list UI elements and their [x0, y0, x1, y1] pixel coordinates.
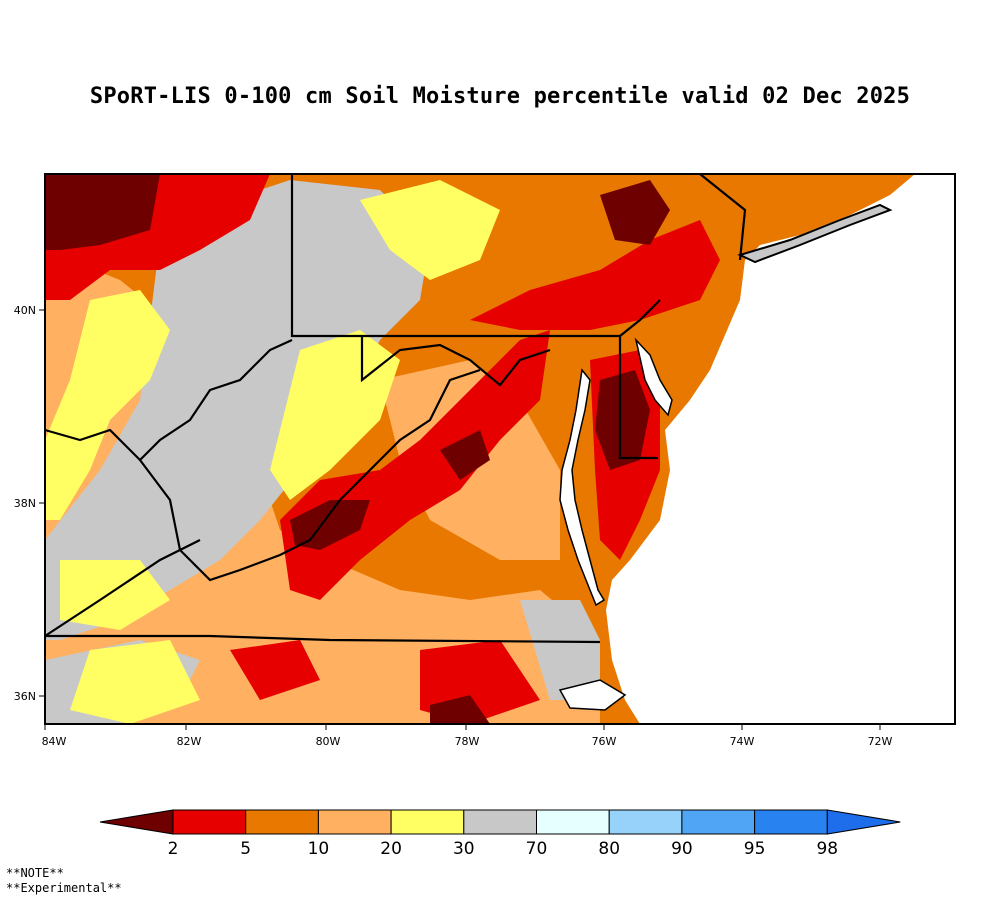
- region-30-70-coast: [520, 600, 600, 700]
- lon-tick-label: 82W: [177, 735, 202, 748]
- lon-tick-labels: 84W 82W 80W 78W 76W 74W 72W: [42, 735, 893, 748]
- note-line: **NOTE**: [6, 866, 64, 880]
- lon-ticks: [39, 309, 881, 730]
- state-boundaries: [44, 173, 747, 644]
- region-yellow-4: [60, 560, 170, 630]
- colorbar-label: 98: [816, 839, 838, 859]
- colorbar-right-arrow: [826, 809, 901, 835]
- colorbar-label: 80: [598, 839, 620, 859]
- colorbar-segment: [390, 809, 465, 835]
- map-title: SPoRT-LIS 0-100 cm Soil Moisture percent…: [89, 84, 911, 109]
- experimental-line: **Experimental**: [6, 881, 122, 895]
- colorbar-segment: [463, 809, 537, 835]
- lon-tick-label: 76W: [592, 735, 617, 748]
- region-30-70: [45, 180, 430, 640]
- colorbar-segment: [754, 809, 828, 835]
- region-darkred-va: [290, 500, 370, 550]
- region-yellow-3: [360, 180, 500, 280]
- colorbar-label: 10: [308, 839, 330, 859]
- colorbar-segment: [245, 809, 319, 835]
- region-darkred-nc: [430, 695, 490, 724]
- colorbar-segment: [681, 809, 756, 835]
- lon-tick-label: 80W: [316, 735, 341, 748]
- delaware-bay: [634, 337, 673, 417]
- region-red-nc: [230, 640, 320, 700]
- colorbar-segment: [317, 809, 392, 835]
- note-block: **NOTE** **Experimental**: [6, 866, 122, 896]
- lat-tick-label: 38N: [14, 497, 36, 510]
- colorbar-segment: [608, 809, 683, 835]
- region-darkred-nw: [45, 174, 160, 250]
- map-frame: [44, 173, 956, 725]
- lon-tick-label: 84W: [42, 735, 67, 748]
- colorbar-label: 30: [453, 839, 475, 859]
- lon-tick-label: 72W: [868, 735, 893, 748]
- colorbar: 2 5 10 20 30 70 80 90 95 98: [99, 809, 901, 859]
- region-darkred-de: [595, 370, 650, 470]
- lon-tick-label: 74W: [730, 735, 755, 748]
- region-yellow-5: [70, 640, 200, 724]
- long-island: [737, 203, 893, 264]
- colorbar-label: 5: [240, 839, 251, 859]
- region-yellow-2: [270, 330, 400, 500]
- chesapeake-bay: [559, 368, 606, 607]
- ocean: [606, 174, 955, 724]
- colorbar-left-arrow: [99, 809, 174, 835]
- colorbar-segment: [172, 809, 247, 835]
- region-darkred-nj: [600, 180, 670, 245]
- colorbar-label: 2: [168, 839, 179, 859]
- colorbar-segment: [536, 809, 610, 835]
- colorbar-label: 90: [671, 839, 693, 859]
- region-yellow: [45, 290, 170, 520]
- albemarle-sound: [558, 679, 627, 711]
- lat-tick-label: 40N: [14, 304, 36, 317]
- lat-tick-label: 36N: [14, 690, 36, 703]
- colorbar-label: 70: [526, 839, 548, 859]
- region-darkred-va2: [440, 430, 490, 480]
- colorbar-label: 20: [380, 839, 402, 859]
- colorbar-label: 95: [744, 839, 766, 859]
- lat-tick-labels: 40N 38N 36N: [14, 304, 36, 703]
- lon-tick-label: 78W: [455, 735, 480, 748]
